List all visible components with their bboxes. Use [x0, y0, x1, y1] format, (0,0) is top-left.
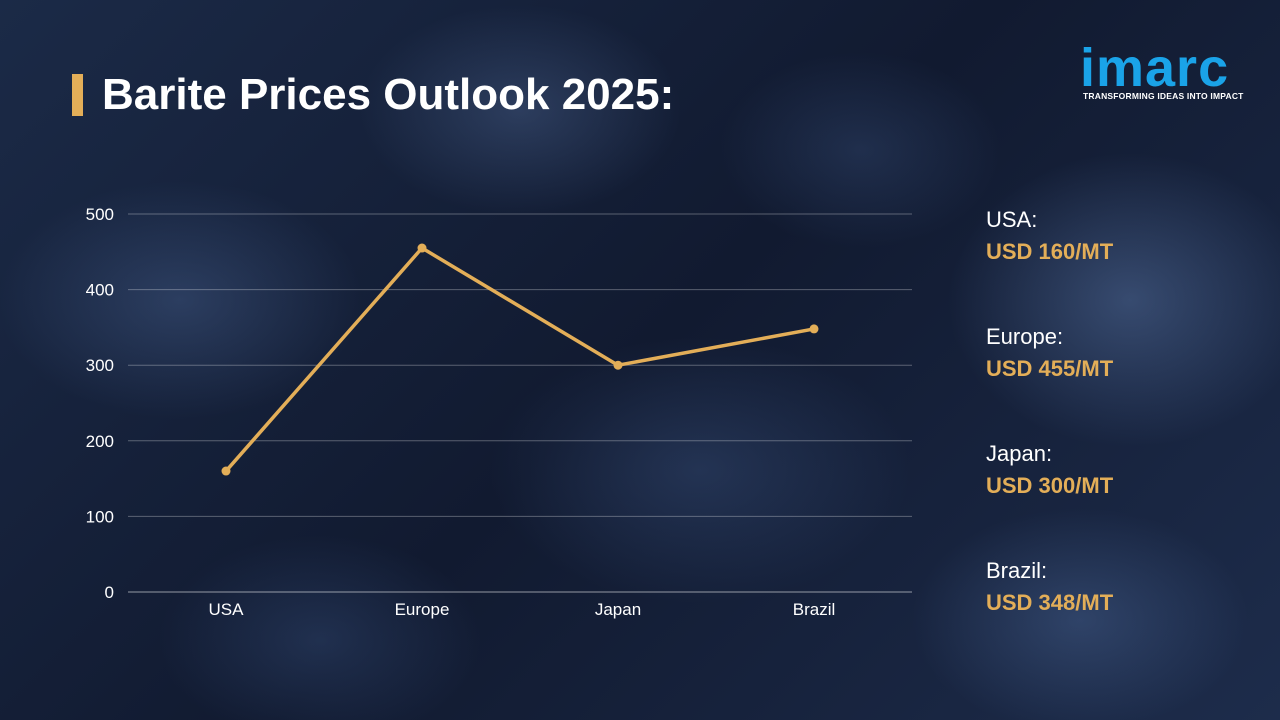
- page-title: Barite Prices Outlook 2025:: [102, 70, 675, 119]
- legend-country: Japan:: [986, 441, 1053, 466]
- y-tick-label: 400: [86, 281, 114, 300]
- legend-price: USD 300/MT: [986, 473, 1114, 498]
- legend-item-usa: USA: USD 160/MT: [986, 206, 1113, 266]
- legend-price: USD 160/MT: [986, 239, 1114, 264]
- y-tick-label: 100: [86, 507, 114, 526]
- legend-price: USD 348/MT: [986, 590, 1114, 615]
- legend-price: USD 455/MT: [986, 356, 1114, 381]
- x-tick-label: Europe: [395, 600, 450, 619]
- legend-item-japan: Japan: USD 300/MT: [986, 440, 1113, 500]
- legend-item-brazil: Brazil: USD 348/MT: [986, 557, 1113, 617]
- series-line: [224, 246, 816, 473]
- y-tick-label: 0: [105, 583, 114, 602]
- imarc-logo: imarc TRANSFORMING IDEAS INTO IMPACT: [1080, 30, 1250, 104]
- legend-country: Europe:: [986, 324, 1064, 349]
- title-accent-bar: [72, 74, 83, 116]
- data-point: [809, 324, 819, 334]
- y-tick-label: 300: [86, 356, 114, 375]
- y-tick-label: 500: [86, 205, 114, 224]
- logo-wordmark: imarc: [1080, 38, 1230, 98]
- data-point: [221, 466, 231, 476]
- legend-country: USA:: [986, 207, 1038, 232]
- x-tick-label: Brazil: [793, 600, 836, 619]
- data-point: [613, 360, 623, 370]
- x-tick-label: Japan: [595, 600, 641, 619]
- logo-tagline: TRANSFORMING IDEAS INTO IMPACT: [1083, 91, 1244, 101]
- legend-country: Brazil:: [986, 558, 1048, 583]
- y-tick-label: 200: [86, 432, 114, 451]
- data-point: [417, 243, 427, 253]
- legend-item-europe: Europe: USD 455/MT: [986, 323, 1113, 383]
- x-tick-label: USA: [209, 600, 245, 619]
